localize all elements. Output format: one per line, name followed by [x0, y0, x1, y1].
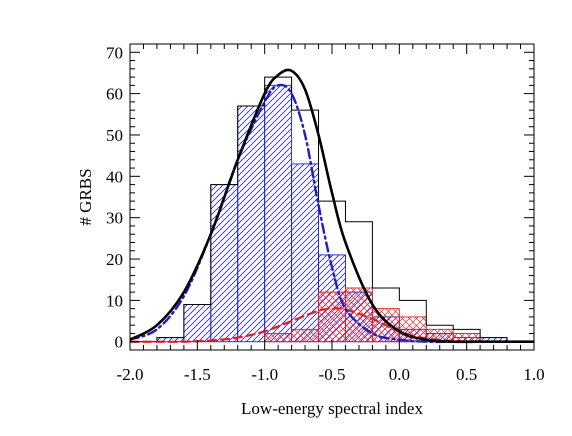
total-histogram-outline — [130, 76, 534, 343]
total-histogram — [130, 76, 534, 343]
blue-histogram-bar-5 — [264, 84, 293, 343]
blue-histogram-bar-2 — [183, 304, 212, 343]
total-fit-curve — [130, 68, 534, 344]
y-axis-ticks: 0 10 20 30 40 50 60 70 — [106, 43, 534, 352]
x-axis-ticks: -2.0 -1.5 -1.0 -0.5 0.0 0.5 1.0 — [117, 44, 545, 384]
y-tick-label: 40 — [106, 167, 123, 186]
fit-curves — [130, 68, 534, 344]
y-axis-label: # GRBS — [76, 168, 95, 225]
x-axis-label: Low-energy spectral index — [241, 399, 423, 418]
blue-histogram-bar-6 — [291, 163, 319, 343]
x-tick-label: -2.0 — [117, 365, 144, 384]
red-histogram-bar-6 — [291, 328, 319, 343]
x-tick-label: 0.0 — [389, 365, 410, 384]
x-tick-label: -1.5 — [184, 365, 211, 384]
x-tick-label: 1.0 — [523, 365, 544, 384]
x-tick-label: -1.0 — [251, 365, 278, 384]
axes: -2.0 -1.5 -1.0 -0.5 0.0 0.5 1.0 0 10 20 30 40 50 60 7… — [106, 43, 545, 384]
plot-area — [130, 68, 534, 344]
y-tick-label: 50 — [106, 126, 123, 145]
blue-histogram-bar-4 — [237, 105, 266, 343]
red-histogram-bar-5 — [264, 333, 293, 343]
y-tick-label: 70 — [106, 43, 123, 62]
y-tick-label: 60 — [106, 85, 123, 104]
y-tick-label: 30 — [106, 209, 123, 228]
blue-histogram-bar-3 — [210, 184, 239, 343]
x-tick-label: 0.5 — [456, 365, 477, 384]
y-tick-label: 20 — [106, 250, 123, 269]
y-tick-label: 0 — [115, 333, 124, 352]
x-tick-label: -0.5 — [319, 365, 346, 384]
y-tick-label: 10 — [106, 291, 123, 310]
